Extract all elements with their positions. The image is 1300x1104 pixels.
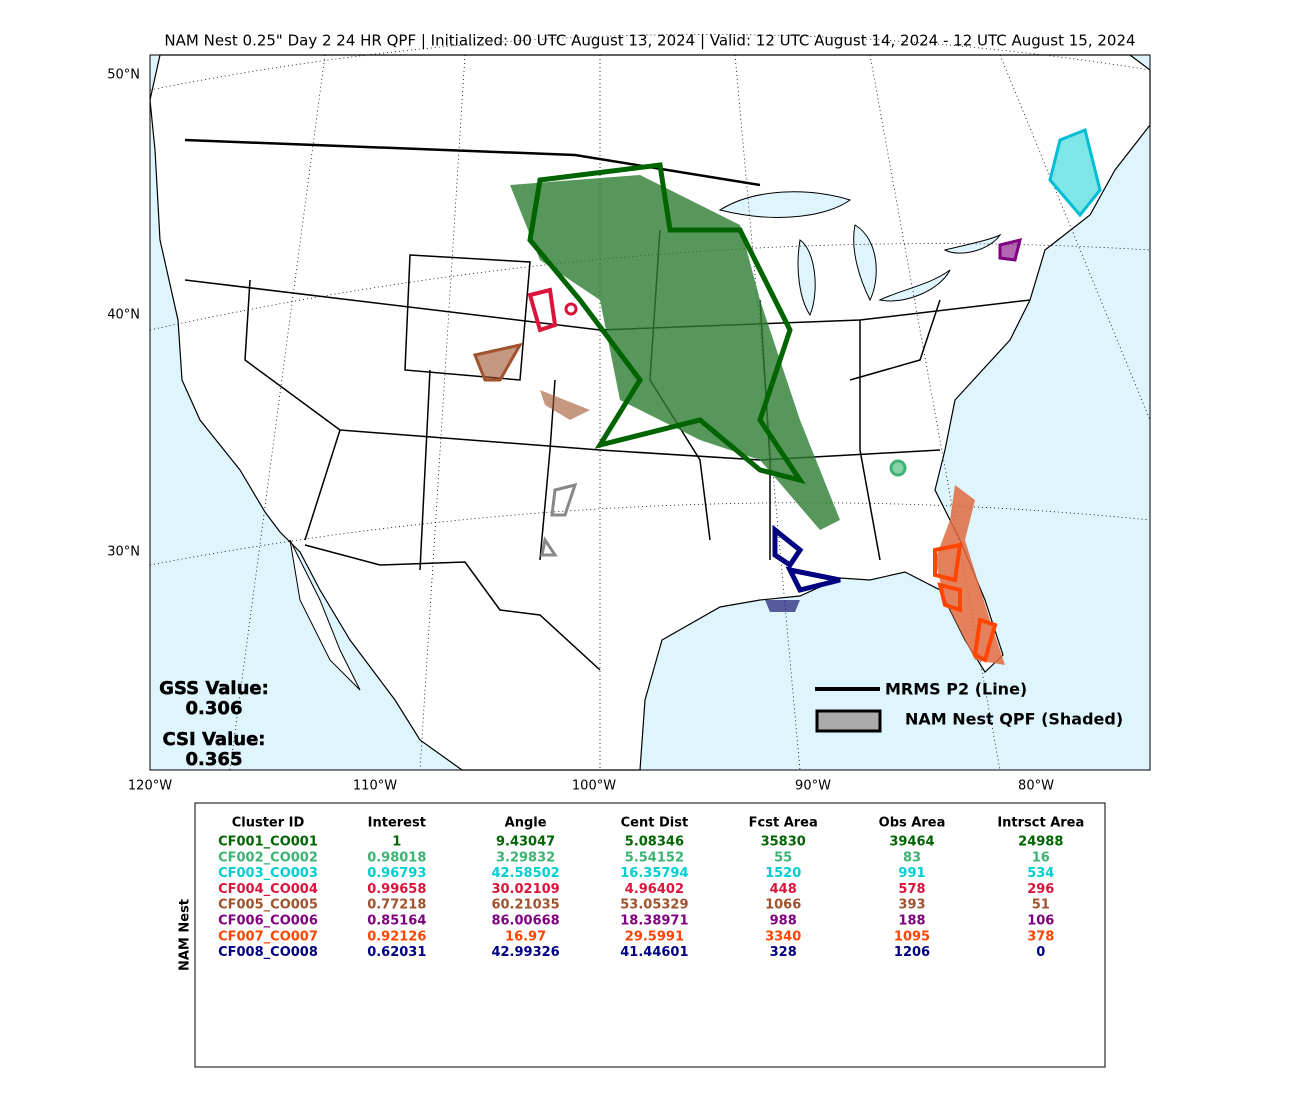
lon-labels: 120°W 110°W 100°W 90°W 80°W xyxy=(128,779,1054,794)
table-cell: 1206 xyxy=(894,945,930,960)
column-header: Obs Area xyxy=(879,816,946,831)
gss-label: GSS Value: xyxy=(159,678,269,699)
table-cell: 16 xyxy=(1032,850,1050,865)
csi-label: CSI Value: xyxy=(163,729,266,750)
table-cell: 578 xyxy=(898,882,925,897)
table-side-label: NAM Nest xyxy=(178,899,193,971)
table-cell: 39464 xyxy=(889,835,934,850)
table-cell: 1 xyxy=(392,835,401,850)
table-cell: 24988 xyxy=(1018,835,1063,850)
table-cell: 0.77218 xyxy=(367,898,426,913)
table-cell: 3.29832 xyxy=(496,850,555,865)
table-cell: 393 xyxy=(898,898,925,913)
lon-label: 110°W xyxy=(353,779,397,794)
table-cell: 16.97 xyxy=(505,929,546,944)
legend-swatch xyxy=(815,709,882,733)
table-cell: 3340 xyxy=(765,929,801,944)
table-cell: 55 xyxy=(774,850,792,865)
table-cell: 0.96793 xyxy=(367,866,426,881)
table-cell: 0.92126 xyxy=(367,929,426,944)
table-cell: 1095 xyxy=(894,929,930,944)
column-header: Angle xyxy=(505,816,547,831)
table-cell: 53.05329 xyxy=(620,898,688,913)
table-cell: 0.62031 xyxy=(367,945,426,960)
table-cell: 42.58502 xyxy=(491,866,559,881)
table-cell: 60.21035 xyxy=(491,898,559,913)
table-frame xyxy=(194,802,1106,1068)
table-cell: 378 xyxy=(1027,929,1054,944)
clusters xyxy=(472,127,1102,665)
gss-value: 0.306 xyxy=(186,698,243,719)
table-cell: 41.44601 xyxy=(620,945,688,960)
lat-label: 40°N xyxy=(107,308,140,323)
table-cell: 18.38971 xyxy=(620,914,688,929)
table-cell: 0.99658 xyxy=(367,882,426,897)
lon-label: 100°W xyxy=(572,779,616,794)
table-cell: 30.02109 xyxy=(491,882,559,897)
table-cell: 188 xyxy=(898,914,925,929)
table-cell: 0.85164 xyxy=(367,914,426,929)
table-cell: 296 xyxy=(1027,882,1054,897)
great-lakes xyxy=(718,191,1002,317)
table-cell: 328 xyxy=(770,945,797,960)
table-cell: 988 xyxy=(770,914,797,929)
table-cell: CF005_CO005 xyxy=(218,898,318,913)
legend-label: NAM Nest QPF (Shaded) xyxy=(905,710,1123,729)
table-cell: CF008_CO008 xyxy=(218,945,318,960)
table-cell: CF001_CO001 xyxy=(218,835,318,850)
lon-label: 80°W xyxy=(1018,779,1054,794)
table-cell: 35830 xyxy=(761,835,806,850)
map: GSS Value: 0.306 CSI Value: 0.365 MRMS P… xyxy=(149,34,1151,771)
title: NAM Nest 0.25" Day 2 24 HR QPF | Initial… xyxy=(164,32,1135,50)
map-frame xyxy=(149,54,1151,771)
table-cell: CF004_CO004 xyxy=(218,882,318,897)
column-header: Intrsct Area xyxy=(997,816,1084,831)
lat-label: 50°N xyxy=(107,68,140,83)
baja xyxy=(289,539,361,691)
table-cell: 106 xyxy=(1027,914,1054,929)
table-cell: 29.5991 xyxy=(625,929,684,944)
table-cell: 0.98018 xyxy=(367,850,426,865)
table-cell: CF007_CO007 xyxy=(218,929,318,944)
table-cell: 51 xyxy=(1032,898,1050,913)
lat-labels: 50°N 40°N 30°N xyxy=(107,68,140,560)
lat-label: 30°N xyxy=(107,545,140,560)
column-header: Fcst Area xyxy=(749,816,818,831)
table-cell: 5.54152 xyxy=(625,850,684,865)
lon-label: 120°W xyxy=(128,779,172,794)
table-cell: 4.96402 xyxy=(625,882,684,897)
table-cell: 0 xyxy=(1036,945,1045,960)
lon-label: 90°W xyxy=(795,779,831,794)
table-cell: CF002_CO002 xyxy=(218,850,318,865)
table-cell: CF006_CO006 xyxy=(218,914,318,929)
table-cell: CF003_CO003 xyxy=(218,866,318,881)
table-cell: 42.99326 xyxy=(491,945,559,960)
table-cell: 5.08346 xyxy=(625,835,684,850)
table-cell: 83 xyxy=(903,850,921,865)
table-cell: 86.00668 xyxy=(491,914,559,929)
column-header: Cluster ID xyxy=(232,816,305,831)
column-header: Cent Dist xyxy=(621,816,689,831)
column-header: Interest xyxy=(368,816,426,831)
table-cell: 1520 xyxy=(765,866,801,881)
legend-label: MRMS P2 (Line) xyxy=(885,680,1027,699)
table-cell: 9.43047 xyxy=(496,835,555,850)
table-cell: 534 xyxy=(1027,866,1054,881)
table-cell: 448 xyxy=(770,882,797,897)
table: Cluster ID Interest Angle Cent Dist Fcst Are… xyxy=(218,816,1084,961)
table-cell: 16.35794 xyxy=(620,866,688,881)
table-cell: 991 xyxy=(898,866,925,881)
csi-value: 0.365 xyxy=(186,749,243,770)
table-cell: 1066 xyxy=(765,898,801,913)
